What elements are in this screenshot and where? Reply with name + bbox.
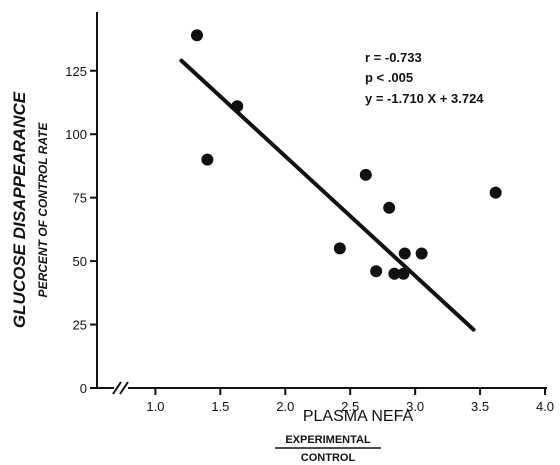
x-tick-label: 2.5 xyxy=(341,399,359,414)
axis-break-slash-1 xyxy=(112,381,122,395)
data-point xyxy=(388,267,401,280)
data-point xyxy=(489,186,502,199)
x-tick-label: 1.0 xyxy=(146,399,164,414)
x-axis-ratio-numerator: EXPERIMENTAL xyxy=(285,434,371,446)
data-point xyxy=(383,201,396,214)
x-axis-title: PLASMA NEFA xyxy=(303,408,414,425)
data-point xyxy=(201,153,214,166)
data-point xyxy=(370,265,383,278)
y-axis-title: GLUCOSE DISAPPEARANCE xyxy=(10,91,29,328)
axis-break-slash-2 xyxy=(119,381,129,395)
x-tick-label: 3.0 xyxy=(406,399,424,414)
data-point xyxy=(359,168,372,181)
data-point xyxy=(231,100,244,113)
annotation-equation: y = -1.710 X + 3.724 xyxy=(365,91,484,106)
x-axis-ratio-denominator: CONTROL xyxy=(301,452,356,464)
x-axis-break xyxy=(112,381,129,395)
x-ticks: 1.0 1.5 2.0 2.5 3.0 3.5 4.0 xyxy=(146,388,554,414)
data-point xyxy=(415,247,428,260)
y-tick-label: 75 xyxy=(73,191,87,206)
y-tick-label: 25 xyxy=(73,318,87,333)
annotation-r: r = -0.733 xyxy=(365,50,422,65)
data-point xyxy=(190,29,203,42)
data-points xyxy=(190,29,502,280)
data-point xyxy=(397,267,410,280)
regression-line xyxy=(179,58,476,332)
y-ticks: 0 25 50 75 100 125 xyxy=(65,64,97,396)
y-tick-label: 50 xyxy=(73,254,87,269)
x-tick-label: 4.0 xyxy=(536,399,554,414)
y-tick-label: 0 xyxy=(80,381,87,396)
data-point xyxy=(333,242,346,255)
y-tick-label: 125 xyxy=(65,64,87,79)
y-axis-subtitle: PERCENT OF CONTROL RATE xyxy=(36,122,50,298)
data-point xyxy=(398,247,411,260)
x-tick-label: 2.0 xyxy=(276,399,294,414)
annotation-p: p < .005 xyxy=(365,70,413,85)
x-tick-label: 3.5 xyxy=(471,399,489,414)
y-tick-label: 100 xyxy=(65,127,87,142)
x-tick-label: 1.5 xyxy=(211,399,229,414)
